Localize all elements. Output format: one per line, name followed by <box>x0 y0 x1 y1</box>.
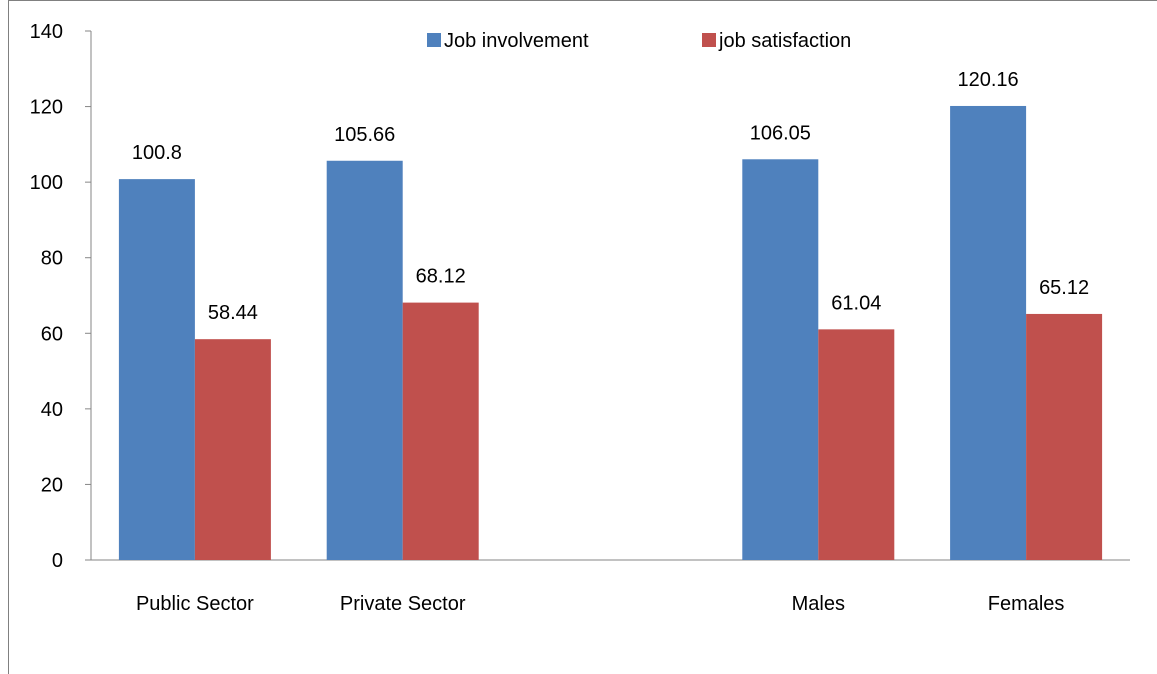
data-label: 58.44 <box>208 302 258 324</box>
bar-job-involvement <box>326 160 403 560</box>
bar-job-involvement <box>118 179 195 560</box>
legend-swatch <box>702 33 716 47</box>
y-tick-label: 100 <box>30 172 63 194</box>
data-label: 68.12 <box>416 266 466 288</box>
bar-job-involvement <box>950 105 1027 560</box>
data-label: 100.8 <box>132 142 182 164</box>
x-category-label: Females <box>988 593 1065 615</box>
bar-job-satisfaction <box>402 302 479 560</box>
y-tick-label: 40 <box>41 399 63 421</box>
legend-label: job satisfaction <box>718 30 851 52</box>
chart-frame <box>8 0 1157 674</box>
legend-label: Job involvement <box>444 30 589 52</box>
y-tick-label: 80 <box>41 248 63 270</box>
data-label: 65.12 <box>1039 277 1089 299</box>
bar-job-involvement <box>742 159 819 560</box>
y-tick-label: 0 <box>52 550 63 572</box>
y-tick-label: 140 <box>30 21 63 43</box>
y-tick-label: 60 <box>41 323 63 345</box>
bar-job-satisfaction <box>1026 313 1103 560</box>
y-tick-label: 20 <box>41 474 63 496</box>
x-category-label: Males <box>792 593 845 615</box>
bar-job-satisfaction <box>818 329 895 560</box>
data-label: 120.16 <box>958 69 1019 91</box>
y-tick-label: 120 <box>30 97 63 119</box>
legend-swatch <box>427 33 441 47</box>
data-label: 105.66 <box>334 124 395 146</box>
x-category-label: Public Sector <box>136 593 254 615</box>
bar-job-satisfaction <box>194 339 271 560</box>
data-label: 61.04 <box>831 292 881 314</box>
data-label: 106.05 <box>750 122 811 144</box>
x-category-label: Private Sector <box>340 593 466 615</box>
